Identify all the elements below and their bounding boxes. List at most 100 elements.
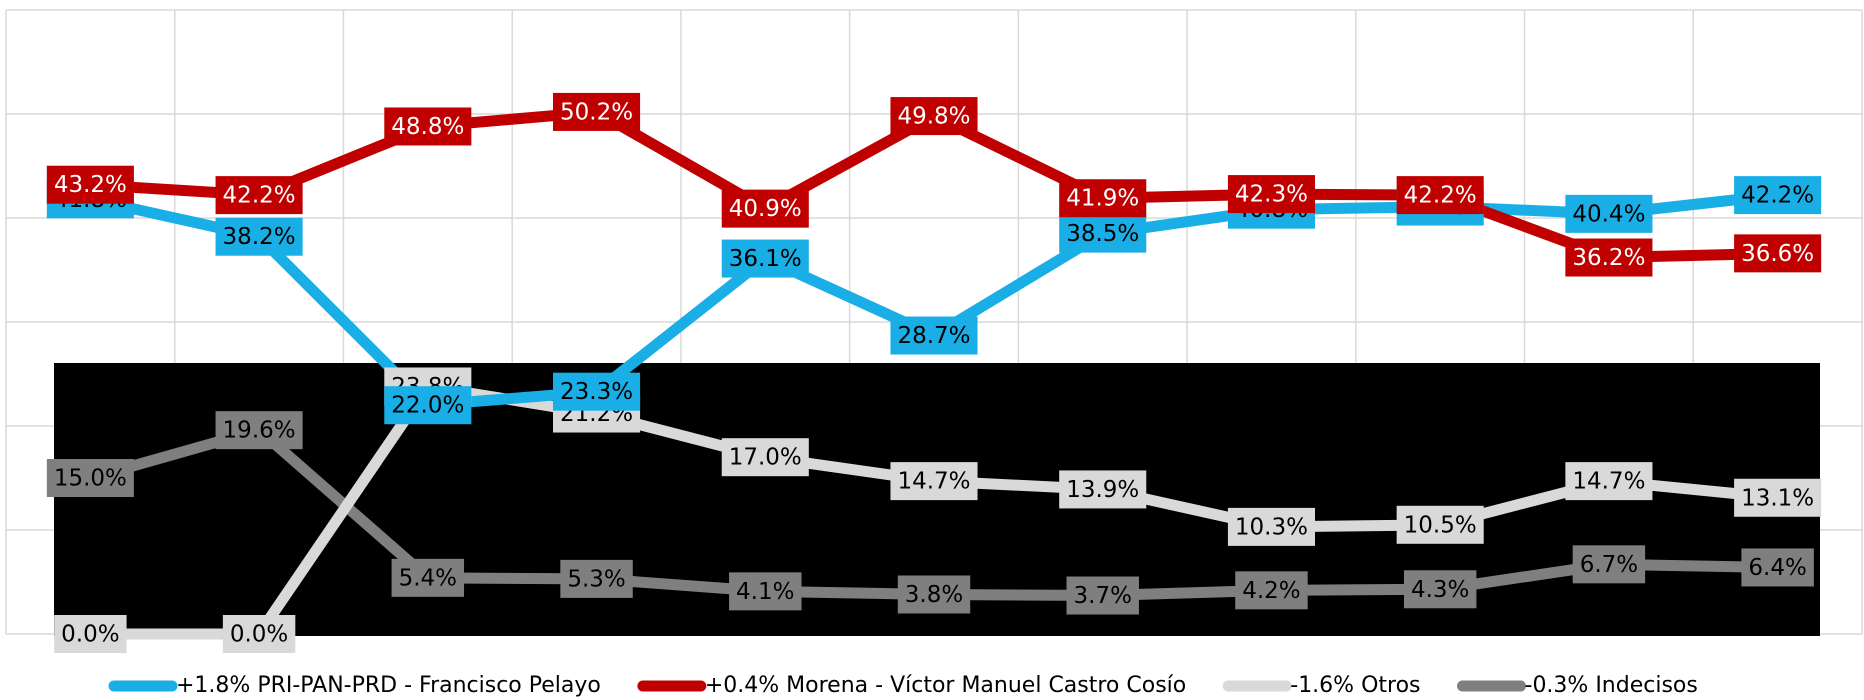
label-bg — [1059, 179, 1147, 218]
data-label: 50.2% — [553, 92, 641, 131]
label-bg — [560, 559, 633, 598]
value-label: 42.2% — [223, 183, 296, 209]
data-label: 13.1% — [1734, 478, 1822, 517]
value-label: 42.2% — [1741, 183, 1814, 209]
value-label: 50.2% — [560, 99, 633, 125]
data-label: 36.2% — [1565, 238, 1653, 277]
value-label: 42.3% — [1235, 182, 1308, 208]
data-label: 23.3% — [553, 372, 641, 411]
data-label: 42.2% — [1734, 176, 1822, 215]
data-label: 14.7% — [890, 462, 978, 501]
value-label: 36.1% — [729, 246, 802, 272]
data-label: 22.0% — [384, 386, 472, 425]
data-label: 14.7% — [1565, 462, 1653, 501]
label-bg — [46, 459, 134, 497]
label-bg — [384, 386, 472, 425]
data-label: 49.8% — [890, 97, 978, 136]
value-label: 40.4% — [1572, 201, 1645, 227]
data-label: 38.5% — [1059, 214, 1147, 253]
data-label: 10.5% — [1396, 505, 1484, 544]
label-bg — [897, 575, 971, 614]
label-bg — [890, 316, 978, 355]
value-label: 15.0% — [54, 466, 127, 492]
label-bg — [1741, 548, 1814, 587]
value-label: 23.3% — [560, 379, 633, 405]
value-label: 48.8% — [391, 114, 464, 140]
value-label: 3.8% — [905, 582, 963, 608]
label-bg — [1396, 176, 1484, 215]
data-label: 10.3% — [1227, 507, 1315, 546]
value-label: 28.7% — [897, 323, 970, 349]
data-label: 0.0% — [222, 615, 296, 653]
value-label: 42.2% — [1404, 183, 1477, 209]
label-bg — [215, 411, 303, 450]
label-bg — [1565, 462, 1653, 501]
value-label: 36.6% — [1741, 241, 1814, 267]
data-label: 36.6% — [1734, 234, 1822, 273]
label-bg — [1565, 238, 1653, 277]
label-bg — [1565, 194, 1653, 233]
value-label: 4.1% — [736, 579, 794, 605]
value-label: 5.3% — [567, 566, 625, 592]
label-bg — [1059, 214, 1147, 253]
data-label: 42.2% — [1396, 176, 1484, 215]
label-bg — [890, 462, 978, 501]
label-bg — [721, 189, 809, 228]
value-label: 41.9% — [1066, 186, 1139, 212]
data-label: 6.4% — [1741, 548, 1814, 587]
data-label: 4.3% — [1403, 570, 1477, 609]
data-label: 6.7% — [1572, 545, 1646, 584]
value-label: 36.2% — [1572, 245, 1645, 271]
value-label: 10.5% — [1404, 512, 1477, 538]
label-bg — [553, 372, 641, 411]
value-label: 19.6% — [223, 418, 296, 444]
label-bg — [215, 217, 303, 256]
label-bg — [46, 165, 134, 204]
label-bg — [1066, 576, 1139, 615]
value-label: 38.2% — [223, 224, 296, 250]
label-bg — [1235, 571, 1308, 610]
data-label: 40.4% — [1565, 194, 1653, 233]
value-label: 4.3% — [1411, 577, 1469, 603]
legend-label: -1.6% Otros — [1290, 673, 1420, 698]
legend-label: +0.4% Morena - Víctor Manuel Castro Cosí… — [705, 673, 1186, 698]
label-bg — [391, 558, 465, 597]
value-label: 0.0% — [230, 622, 288, 648]
data-label: 0.0% — [54, 615, 127, 653]
data-label: 3.7% — [1066, 576, 1139, 615]
label-bg — [1734, 234, 1822, 273]
data-label: 13.9% — [1059, 470, 1147, 509]
label-bg — [1227, 175, 1315, 214]
legend-label: +1.8% PRI-PAN-PRD - Francisco Pelayo — [176, 673, 601, 698]
value-label: 38.5% — [1066, 221, 1139, 247]
value-label: 14.7% — [1572, 469, 1645, 495]
value-label: 17.0% — [729, 445, 802, 471]
data-label: 5.3% — [560, 559, 633, 598]
value-label: 40.9% — [729, 196, 802, 222]
label-bg — [553, 92, 641, 131]
data-label: 4.1% — [729, 572, 802, 611]
data-label: 42.3% — [1227, 175, 1315, 214]
data-label: 48.8% — [384, 107, 472, 146]
value-label: 22.0% — [391, 393, 464, 419]
value-label: 3.7% — [1074, 583, 1132, 609]
label-bg — [222, 615, 296, 653]
label-bg — [1227, 507, 1315, 546]
label-bg — [215, 176, 303, 215]
label-bg — [1396, 505, 1484, 544]
value-label: 6.4% — [1748, 555, 1806, 581]
label-bg — [1734, 176, 1822, 215]
data-label: 4.2% — [1235, 571, 1308, 610]
data-label: 28.7% — [890, 316, 978, 355]
label-bg — [721, 438, 809, 477]
label-bg — [384, 107, 472, 146]
value-label: 6.7% — [1580, 552, 1638, 578]
value-label: 10.3% — [1235, 514, 1308, 540]
value-label: 43.2% — [54, 172, 127, 198]
legend-label: -0.3% Indecisos — [1525, 673, 1698, 698]
data-label: 15.0% — [46, 459, 134, 497]
data-label: 42.2% — [215, 176, 303, 215]
label-bg — [1572, 545, 1646, 584]
data-label: 41.9% — [1059, 179, 1147, 218]
